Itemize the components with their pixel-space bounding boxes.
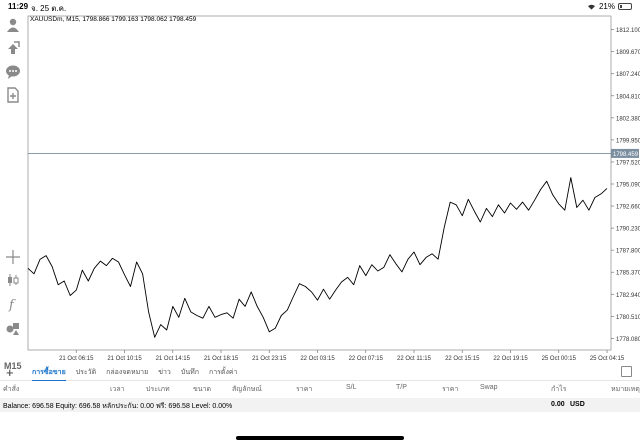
battery-icon — [618, 3, 632, 10]
y-tick-label: 1787.800 — [616, 249, 640, 255]
x-tick-label: 22 Oct 19:15 — [493, 356, 528, 362]
column-header[interactable]: ราคา — [442, 386, 459, 393]
x-tick-label: 21 Oct 23:15 — [252, 356, 287, 362]
tab-6[interactable]: การตั้งค่า — [208, 369, 238, 376]
column-header[interactable]: กำไร — [551, 386, 567, 393]
price-chart[interactable]: 1812.100 1809.670 1807.240 1804.810 1802.380… — [27, 14, 640, 364]
y-tick-label: 1785.370 — [616, 271, 640, 277]
y-tick-label: 1812.100 — [616, 28, 640, 34]
panel-toggle-icon[interactable] — [621, 366, 632, 377]
y-tick-label: 1790.230 — [616, 227, 640, 233]
tab-4[interactable]: ข่าว — [158, 369, 171, 376]
balance-row: Balance: 696.58 Equity: 696.58 หลักประกั… — [0, 398, 640, 412]
account-currency: USD — [570, 401, 585, 408]
total-profit: 0.00 — [551, 401, 565, 408]
add-icon[interactable]: + — [6, 365, 14, 380]
y-tick-label: 1795.090 — [616, 182, 640, 188]
column-header[interactable]: เวลา — [110, 386, 125, 393]
home-indicator — [236, 436, 404, 440]
balance-summary: Balance: 696.58 Equity: 696.58 หลักประกั… — [3, 403, 233, 410]
x-tick-label: 21 Oct 10:15 — [107, 356, 142, 362]
y-tick-label: 1809.670 — [616, 50, 640, 56]
x-tick-label: 21 Oct 14:15 — [156, 356, 191, 362]
column-header[interactable]: S/L — [346, 384, 357, 391]
objects-icon[interactable] — [4, 319, 22, 337]
current-price-badge — [611, 148, 639, 158]
chat-icon[interactable] — [4, 63, 22, 81]
current-price-label: 1798.459 — [613, 152, 639, 158]
terminal-tabbar: + การซื้อขาย ประวัติ กล่องจดหมาย ข่าว บันทึก… — [0, 364, 640, 381]
column-header[interactable]: คำสั่ง — [3, 386, 20, 393]
y-tick-label: 1802.380 — [616, 116, 640, 122]
svg-text:f: f — [8, 298, 16, 312]
x-tick-label: 22 Oct 07:15 — [349, 356, 384, 362]
y-tick-label: 1780.510 — [616, 315, 640, 321]
column-header[interactable]: ประเภท — [146, 386, 170, 393]
column-header[interactable]: T/P — [396, 384, 407, 391]
left-toolbar: f M15 — [0, 14, 27, 371]
y-tick-label: 1804.810 — [616, 94, 640, 100]
chart-canvas[interactable]: 1812.100 1809.670 1807.240 1804.810 1802.380… — [27, 14, 640, 364]
column-header[interactable]: ขนาด — [193, 386, 212, 393]
column-header[interactable]: สัญลักษณ์ — [232, 386, 262, 393]
chart-frame — [27, 15, 612, 351]
column-header[interactable]: Swap — [480, 384, 498, 391]
price-series-line — [27, 177, 608, 338]
timeframe-label[interactable]: M15 — [4, 361, 22, 371]
status-bar: 11:29 จ. 25 ต.ค. 21% — [0, 0, 640, 14]
wifi-icon — [587, 4, 595, 10]
x-tick-label: 22 Oct 11:15 — [397, 356, 432, 362]
x-tick-label: 22 Oct 03:15 — [300, 356, 335, 362]
tab-5[interactable]: บันทึก — [180, 369, 199, 376]
status-time: 11:29 — [8, 2, 29, 11]
orders-icon[interactable] — [4, 39, 22, 57]
person-icon[interactable] — [4, 16, 22, 34]
status-date: จ. 25 ต.ค. — [31, 4, 67, 13]
x-tick-label: 25 Oct 00:15 — [542, 356, 577, 362]
terminal-tabs: การซื้อขาย ประวัติ กล่องจดหมาย ข่าว บันทึก กา… — [32, 367, 237, 381]
y-tick-label: 1782.940 — [616, 293, 640, 299]
tab-3[interactable]: กล่องจดหมาย — [106, 369, 149, 376]
y-tick-label: 1799.950 — [616, 138, 640, 144]
status-right: 21% — [587, 2, 632, 11]
chart-title: XAUUSDm, M15, 1798.866 1799.163 1798.062… — [30, 16, 197, 23]
tab-1[interactable]: การซื้อขาย — [32, 367, 66, 381]
function-icon[interactable]: f — [4, 295, 22, 313]
crosshair-icon[interactable] — [4, 248, 22, 266]
tab-2[interactable]: ประวัติ — [75, 369, 97, 376]
y-tick-label: 1797.520 — [616, 160, 640, 166]
x-tick-label: 21 Oct 06:15 — [59, 356, 94, 362]
x-tick-label: 21 Oct 18:15 — [204, 356, 239, 362]
x-tick-label: 25 Oct 04:15 — [590, 356, 625, 362]
trade-column-headers: คำสั่ง เวลา ประเภท ขนาด สัญลักษณ์ ราคา S/L T/P ร… — [0, 381, 640, 395]
column-header[interactable]: ราคา — [296, 386, 313, 393]
x-tick-label: 22 Oct 15:15 — [445, 356, 480, 362]
battery-percent: 21% — [598, 2, 615, 11]
column-header[interactable]: หมายเหตุ — [611, 386, 640, 393]
document-add-icon[interactable] — [4, 86, 22, 104]
candlestick-icon[interactable] — [4, 271, 22, 289]
y-tick-label: 1792.660 — [616, 205, 640, 211]
y-tick-label: 1807.240 — [616, 72, 640, 78]
y-tick-label: 1778.080 — [616, 337, 640, 343]
